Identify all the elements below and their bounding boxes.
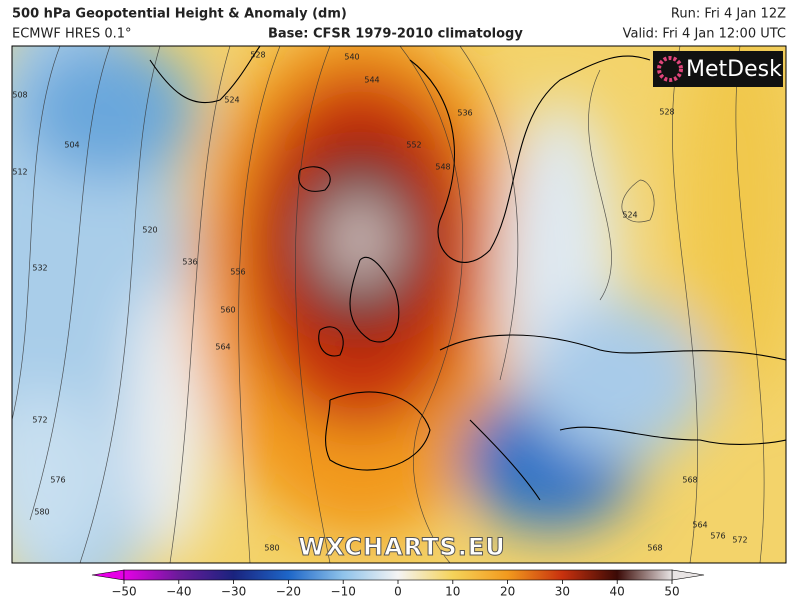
contour-label: 580: [34, 508, 49, 517]
contour-label: 576: [50, 476, 65, 485]
contour-label: 564: [692, 521, 707, 530]
contour-label: 520: [142, 226, 157, 235]
colorbar-tick-label: 20: [500, 585, 515, 599]
valid: Valid: Fri 4 Jan 12:00 UTC: [623, 27, 786, 42]
colorbar-tick-label: −20: [276, 585, 301, 599]
colorbar-tick-label: 30: [555, 585, 570, 599]
contour-label: 568: [682, 476, 697, 485]
contour-label: 540: [344, 53, 359, 62]
contour-label: 532: [32, 264, 47, 273]
contour-label: 528: [659, 108, 674, 117]
colorbar-bar: [123, 569, 673, 581]
contour-label: 552: [406, 141, 421, 150]
contour-label: 524: [622, 211, 637, 220]
colorbar-tick-label: −40: [166, 585, 191, 599]
contour-label: 508: [12, 91, 27, 100]
contour-label: 528: [250, 51, 265, 60]
contour-label: 536: [457, 109, 472, 118]
base: Base: CFSR 1979-2010 climatology: [268, 27, 523, 42]
colorbar: −50 −40 −30 −20 −10 0 10 20 30 40 50: [91, 569, 705, 599]
contour-label: 572: [732, 536, 747, 545]
watermark: WXCHARTS.EU: [298, 533, 505, 561]
contour-label: 524: [224, 96, 239, 105]
model: ECMWF HRES 0.1°: [12, 27, 132, 42]
contour-label: 504: [64, 141, 79, 150]
colorbar-tick-label: −50: [111, 585, 136, 599]
contour-label: 556: [230, 268, 245, 277]
colorbar-tick-label: −10: [331, 585, 356, 599]
contour-label: 544: [364, 76, 379, 85]
contour-label: 560: [220, 306, 235, 315]
colorbar-tick-label: 0: [394, 585, 402, 599]
colorbar-tick-label: −30: [221, 585, 246, 599]
contour-label: 548: [435, 163, 450, 172]
colorbar-tick-label: 10: [445, 585, 460, 599]
contour-label: 572: [32, 416, 47, 425]
title: 500 hPa Geopotential Height & Anomaly (d…: [12, 7, 347, 22]
colorbar-min-arrow: [91, 569, 125, 581]
run: Run: Fri 4 Jan 12Z: [671, 7, 786, 22]
contour-label: 512: [12, 168, 27, 177]
contour-label: 568: [647, 544, 662, 553]
contour-label: 580: [264, 544, 279, 553]
logo: MetDesk: [686, 57, 782, 82]
colorbar-tick-label: 40: [610, 585, 625, 599]
contour-label: 536: [182, 258, 197, 267]
colorbar-tick-label: 50: [664, 585, 679, 599]
contour-label: 576: [710, 532, 725, 541]
contour-label: 564: [215, 343, 230, 352]
colorbar-max-arrow: [671, 569, 705, 581]
